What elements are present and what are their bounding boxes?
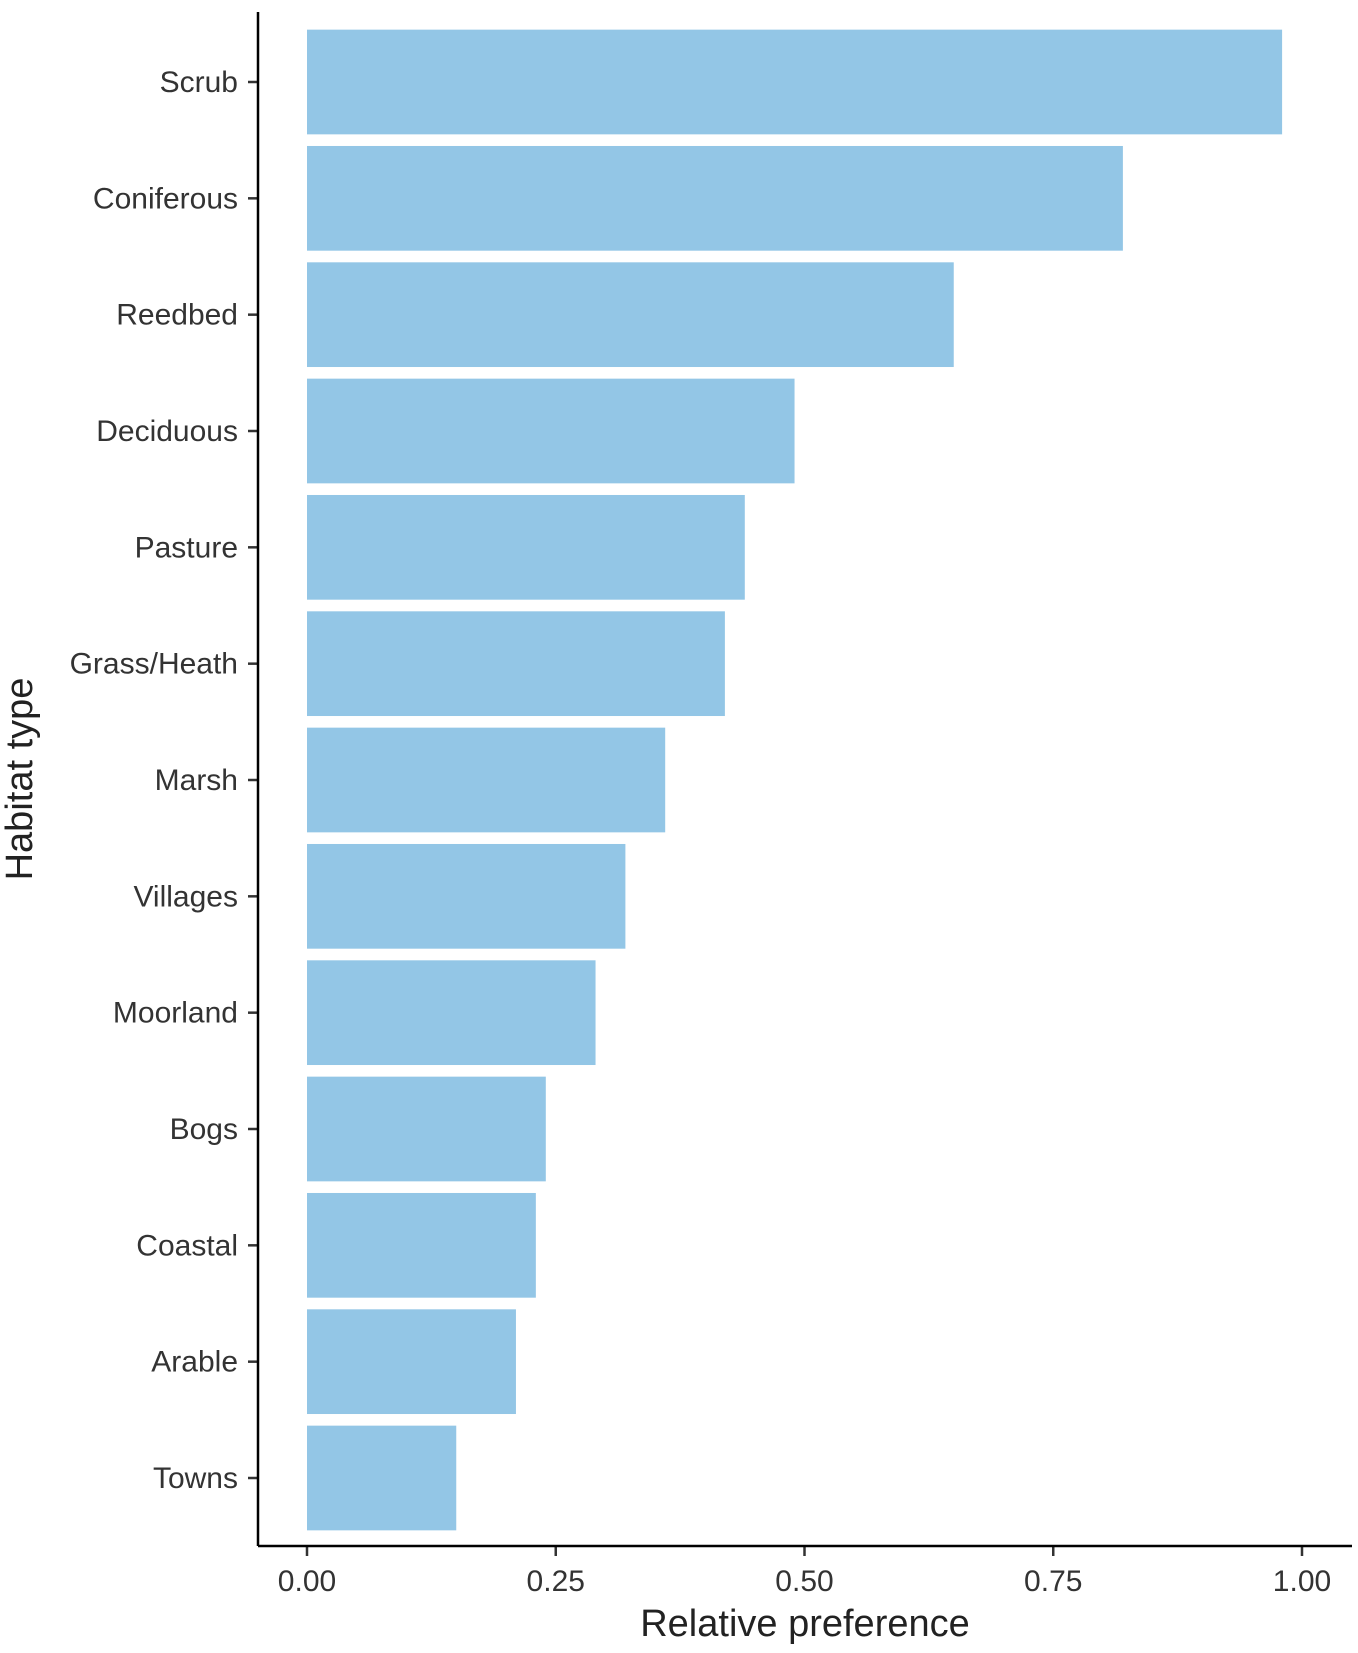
bar-pasture — [307, 494, 745, 600]
y-tick-label: Marsh — [155, 764, 238, 797]
y-tick-label: Scrub — [160, 66, 238, 99]
y-tick-label: Coastal — [136, 1229, 238, 1262]
bar-marsh — [307, 727, 666, 833]
bar-bogs — [307, 1076, 546, 1182]
bar-arable — [307, 1309, 516, 1415]
y-tick-label: Arable — [151, 1346, 238, 1379]
bar-coniferous — [307, 145, 1123, 251]
y-tick-label: Towns — [153, 1462, 238, 1495]
bar-grass-heath — [307, 611, 725, 717]
bar-moorland — [307, 960, 596, 1066]
x-tick-label: 0.25 — [527, 1565, 585, 1598]
y-tick-label: Pasture — [135, 531, 238, 564]
bar-scrub — [307, 29, 1283, 135]
bar-coastal — [307, 1192, 536, 1298]
x-tick-label: 1.00 — [1273, 1565, 1331, 1598]
y-axis-title: Habitat type — [0, 678, 41, 881]
y-axis-ticks: Scrub Coniferous Reedbed Deciduous Pasture Gr… — [70, 66, 258, 1495]
x-tick-label: 0.75 — [1024, 1565, 1082, 1598]
y-tick-label: Reedbed — [116, 299, 238, 332]
bar-reedbed — [307, 262, 954, 368]
y-tick-label: Deciduous — [96, 415, 238, 448]
bar-villages — [307, 843, 626, 949]
y-tick-label: Grass/Heath — [70, 648, 238, 681]
bars-group — [307, 29, 1283, 1531]
y-tick-label: Villages — [133, 880, 238, 913]
x-tick-label: 0.00 — [278, 1565, 336, 1598]
bar-towns — [307, 1425, 457, 1531]
y-tick-label: Coniferous — [93, 182, 238, 215]
x-axis-ticks: 0.00 0.25 0.50 0.75 1.00 — [278, 1546, 1331, 1598]
y-tick-label: Moorland — [113, 997, 238, 1030]
x-axis-title: Relative preference — [640, 1603, 970, 1645]
bar-deciduous — [307, 378, 795, 484]
x-tick-label: 0.50 — [775, 1565, 833, 1598]
y-tick-label: Bogs — [170, 1113, 238, 1146]
